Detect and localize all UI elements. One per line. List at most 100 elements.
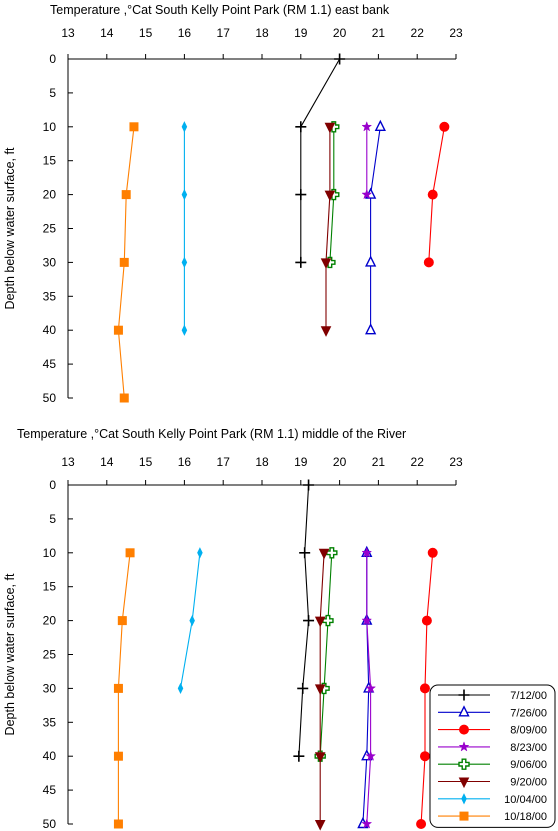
legend-marker: [458, 741, 470, 752]
legend-entry: 10/18/00: [438, 811, 547, 823]
legend-marker: [459, 724, 469, 735]
y-tick-label: 10: [43, 120, 57, 134]
data-point: [303, 615, 315, 627]
y-tick-label: 40: [43, 323, 57, 337]
data-point: [295, 256, 307, 268]
x-tick-label: 19: [294, 455, 308, 469]
legend-marker: [461, 793, 467, 805]
legend-label: 8/09/00: [510, 725, 547, 737]
y-tick-label: 30: [43, 255, 57, 269]
x-tick-label: 14: [100, 26, 114, 40]
data-point: [119, 257, 129, 267]
series-9-20-00: [320, 122, 336, 337]
data-point: [365, 682, 377, 694]
legend-box: [429, 684, 556, 828]
x-tick-label: 18: [255, 26, 269, 40]
data-point: [113, 819, 123, 829]
y-tick-label: 40: [43, 749, 57, 763]
chart-east-bank: Temperature ,°Cat South Kelly Point Park…: [3, 3, 463, 405]
y-tick-label: 30: [43, 681, 57, 695]
chart-title: Temperature ,°Cat South Kelly Point Park…: [50, 3, 390, 17]
legend-label: 8/23/00: [510, 742, 547, 754]
data-point: [303, 479, 315, 491]
y-tick-label: 35: [43, 715, 57, 729]
series-10-04-00: [181, 121, 188, 336]
legend-marker: [459, 811, 469, 821]
data-point: [427, 547, 438, 558]
data-point: [361, 614, 373, 626]
x-tick-label: 22: [411, 455, 425, 469]
y-tick-label: 35: [43, 289, 57, 303]
data-point: [177, 682, 184, 695]
series-10-04-00: [177, 547, 203, 695]
x-tick-label: 21: [372, 26, 386, 40]
legend-label: 10/18/00: [504, 811, 547, 823]
data-point: [293, 750, 305, 762]
series-line: [370, 126, 381, 331]
series-10-18-00: [113, 122, 139, 403]
data-point: [427, 189, 438, 200]
data-point: [181, 121, 188, 133]
data-point: [314, 616, 326, 628]
x-tick-label: 22: [411, 26, 425, 40]
y-tick-label: 5: [49, 512, 56, 526]
x-tick-label: 13: [61, 26, 75, 40]
series-9-20-00: [314, 548, 330, 831]
chart-middle-river: Temperature ,°Cat South Kelly Point Park…: [3, 427, 463, 831]
data-point: [421, 615, 432, 626]
x-tick-label: 13: [61, 455, 75, 469]
data-point: [439, 121, 450, 132]
legend-entry: 10/04/00: [438, 793, 547, 806]
data-point: [324, 190, 336, 202]
y-tick-label: 20: [43, 614, 57, 628]
y-axis-label: Depth below water surface, ft: [3, 147, 17, 309]
legend-label: 10/04/00: [504, 794, 547, 806]
x-tick-label: 16: [178, 455, 192, 469]
data-point: [416, 819, 427, 829]
series-7-12-00: [293, 479, 315, 762]
data-point: [361, 121, 373, 132]
y-tick-label: 10: [43, 546, 57, 560]
data-point: [125, 548, 135, 558]
data-point: [295, 189, 307, 201]
legend-entry: 7/12/00: [438, 689, 547, 702]
legend-marker: [458, 777, 470, 789]
series-line: [319, 552, 333, 757]
data-point: [189, 614, 195, 627]
y-tick-label: 45: [43, 357, 57, 371]
data-point: [334, 53, 346, 65]
data-point: [419, 751, 430, 762]
legend-entry: 7/26/00: [438, 705, 547, 719]
data-point: [361, 818, 373, 829]
legend: 7/12/00 7/26/00 8/09/00 8/23/00 9/06/00 9/20/…: [429, 684, 556, 828]
legend-entry: 9/20/00: [438, 777, 547, 789]
legend-entry: 8/09/00: [438, 724, 547, 737]
data-point: [320, 258, 332, 270]
data-point: [365, 323, 377, 335]
legend-label: 9/20/00: [510, 777, 547, 789]
data-point: [297, 682, 309, 694]
y-tick-label: 50: [43, 391, 57, 405]
data-point: [314, 820, 326, 831]
x-tick-label: 19: [294, 26, 308, 40]
data-point: [318, 548, 330, 560]
series-8-23-00: [361, 121, 373, 200]
x-tick-label: 17: [217, 455, 231, 469]
data-point: [129, 122, 139, 132]
y-tick-label: 25: [43, 222, 57, 236]
data-point: [361, 547, 373, 558]
series-7-12-00: [295, 53, 346, 268]
series-7-26-00: [365, 119, 386, 335]
x-tick-label: 15: [139, 455, 153, 469]
legend-label: 7/26/00: [510, 707, 547, 719]
data-point: [320, 326, 332, 337]
y-tick-label: 45: [43, 783, 57, 797]
y-tick-label: 50: [43, 817, 57, 831]
series-line: [300, 58, 341, 263]
x-tick-label: 17: [217, 26, 231, 40]
data-point: [181, 256, 188, 269]
data-point: [121, 190, 131, 200]
data-point: [113, 751, 123, 761]
x-tick-label: 15: [139, 26, 153, 40]
